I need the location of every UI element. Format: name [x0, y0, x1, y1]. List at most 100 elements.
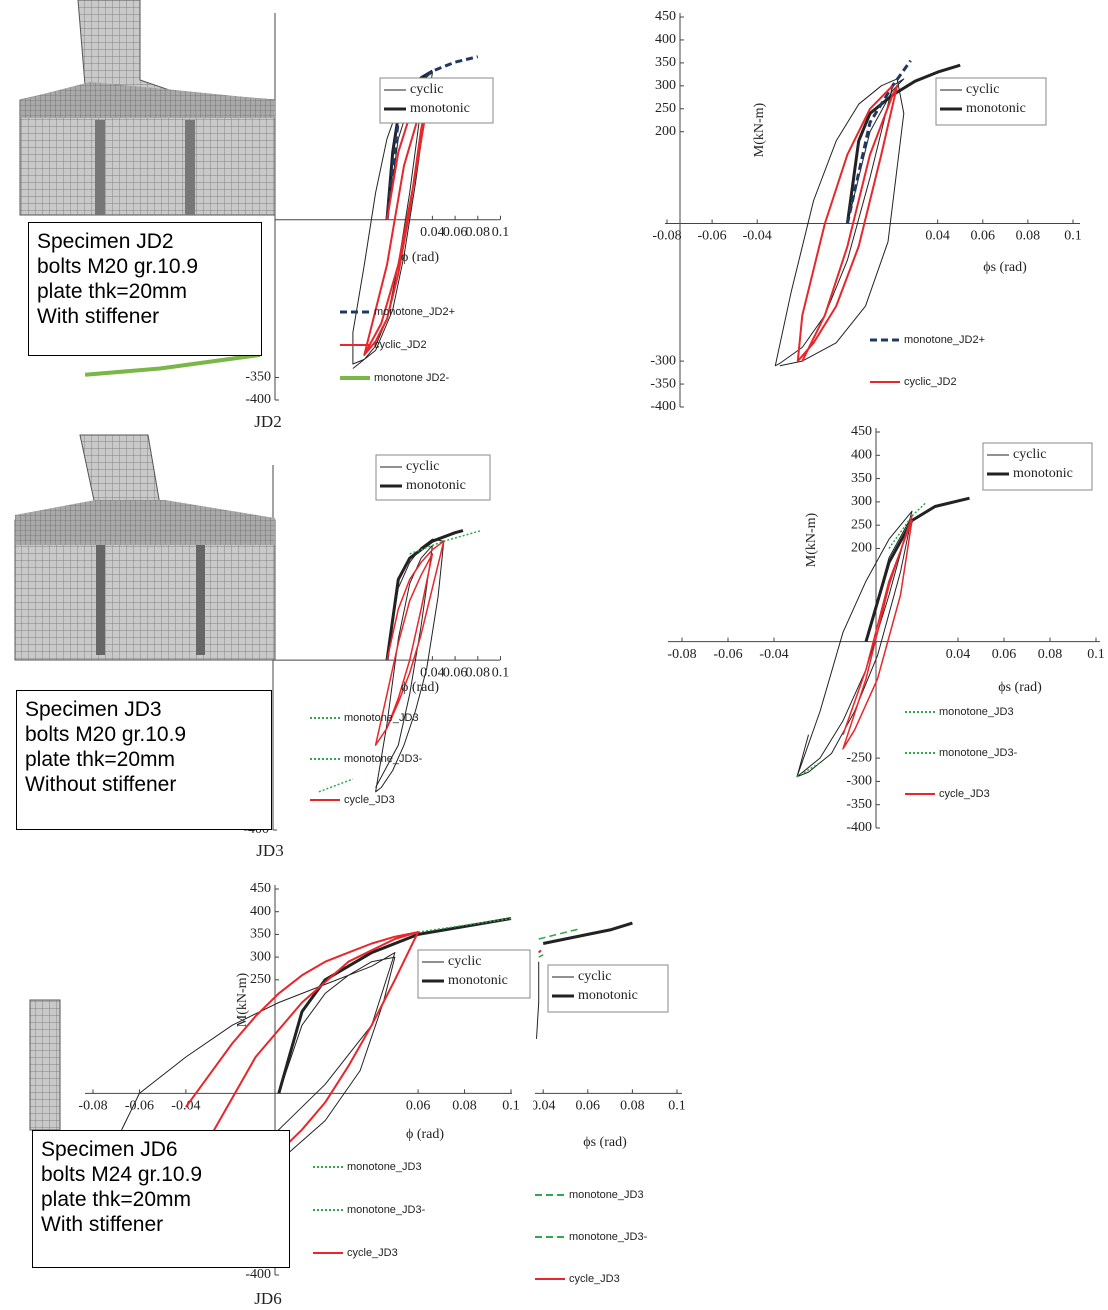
fe-curve	[538, 928, 580, 940]
legend-label: monotone_JD3-	[939, 747, 1018, 759]
y-tick-label: 450	[851, 424, 872, 439]
x-tick-label: 0.1	[1064, 229, 1082, 244]
y-tick-label: -300	[846, 774, 872, 789]
legend-label: monotonic	[406, 478, 466, 493]
note-line: Specimen JD6	[41, 1138, 178, 1161]
fe-curve	[374, 540, 445, 746]
legend-label: cycle_JD3	[939, 788, 990, 800]
mesh-jd2-stiffener	[185, 120, 195, 215]
note-line: Specimen JD3	[25, 698, 162, 721]
x-axis-label: ϕs (rad)	[983, 260, 1027, 275]
legend-label: cyclic	[578, 969, 611, 984]
y-tick-label: 350	[851, 471, 872, 486]
legend-box	[379, 77, 494, 124]
y-tick-label: -400	[245, 392, 271, 407]
specimen-note: Specimen JD2 bolts M20 gr.10.9 plate thk=2…	[28, 222, 262, 356]
fe-curve	[845, 59, 912, 224]
y-tick-label: 350	[655, 55, 676, 70]
y-tick-label: 400	[851, 448, 872, 463]
legend-label: monotone_JD3	[939, 706, 1014, 718]
test-curve	[536, 961, 540, 1039]
note-line: With stiffener	[37, 305, 160, 328]
y-tick-label: 200	[851, 541, 872, 556]
note-line: With stiffener	[41, 1213, 164, 1236]
x-axis-label: ϕs (rad)	[998, 680, 1042, 695]
legend-label: monotone JD2-	[374, 372, 450, 384]
panel: -0.08 -0.06 -0.04 0.04 0.06 0.08 0.1 450 400 350 3…	[667, 424, 1104, 835]
x-tick-label: 0.04	[925, 229, 950, 244]
y-tick-label: -350	[846, 797, 872, 812]
y-tick-label: -250	[846, 750, 872, 765]
x-tick-label: 0.06	[443, 225, 468, 240]
legend-label: cycle_JD3	[569, 1273, 620, 1285]
y-tick-label: 250	[655, 101, 676, 116]
x-tick-label: 0.06	[576, 1099, 601, 1114]
note-line: plate thk=20mm	[41, 1188, 191, 1211]
x-tick-label: 0.1	[492, 665, 510, 680]
x-tick-label: 0.1	[668, 1099, 686, 1114]
y-tick-label: 300	[851, 494, 872, 509]
y-tick-label: -400	[650, 399, 676, 414]
legend-label: monotone_JD3-	[344, 753, 423, 765]
x-tick-label: 0.06	[406, 1099, 431, 1114]
y-tick-label: -300	[650, 353, 676, 368]
y-axis-label: M(kN-m)	[752, 102, 767, 157]
test-curve	[542, 921, 633, 945]
legend-label: monotone_JD3	[344, 712, 419, 724]
fe-curve	[184, 931, 420, 1199]
x-axis-label: ϕs (rad)	[583, 1135, 627, 1150]
y-tick-label: 250	[250, 972, 271, 987]
note-line: Without stiffener	[25, 773, 177, 796]
x-axis-label: ϕ (rad)	[406, 1127, 444, 1142]
legend-label: monotone_JD3	[347, 1161, 422, 1173]
panel: -0.08 -0.06 -0.04 0.04 0.06 0.08 0.1 450 400 350 3…	[650, 9, 1081, 414]
fe-curve	[538, 954, 544, 958]
y-tick-label: -350	[650, 376, 676, 391]
fe-curve	[842, 515, 913, 750]
x-axis-label: ϕ (rad)	[401, 680, 439, 695]
legend-label: cyclic	[410, 82, 443, 97]
x-tick-label: 0.08	[1016, 229, 1041, 244]
x-tick-label: -0.06	[125, 1099, 154, 1114]
mesh-jd6	[29, 999, 61, 1131]
note-line: bolts M24 gr.10.9	[41, 1163, 203, 1186]
legend-label: cyclic_JD2	[904, 376, 957, 388]
x-tick-label: 0.04	[420, 225, 445, 240]
mesh-jd3	[14, 434, 276, 661]
legend-label: monotone_JD3	[569, 1189, 644, 1201]
x-tick-label: -0.06	[713, 647, 742, 662]
panel: -0.08 -0.06 -0.04 0.06 0.08 0.145040035030025…	[78, 881, 531, 1282]
y-tick-label: 200	[655, 124, 676, 139]
x-tick-label: 0.04	[946, 647, 971, 662]
legend-box	[417, 949, 531, 999]
x-tick-label: -0.06	[698, 229, 727, 244]
specimen-note: Specimen JD3 bolts M20 gr.10.9 plate thk=2…	[16, 690, 272, 830]
y-tick-label: 400	[250, 904, 271, 919]
y-tick-label: 350	[250, 927, 271, 942]
x-tick-label: -0.08	[667, 647, 696, 662]
legend-label: cyclic	[406, 459, 439, 474]
y-axis-label: M(kN-m)	[804, 512, 819, 567]
legend-label: monotone_JD3-	[347, 1204, 426, 1216]
y-tick-label: -350	[245, 370, 271, 385]
legend-label: monotone_JD2+	[374, 306, 455, 318]
x-axis-label: ϕ (rad)	[401, 250, 439, 265]
legend-label: cyclic	[966, 82, 999, 97]
legend-label: monotonic	[966, 101, 1026, 116]
test-curve	[774, 78, 905, 367]
x-tick-label: -0.04	[759, 647, 788, 662]
y-tick-label: -400	[846, 820, 872, 835]
x-tick-label: 0.08	[1038, 647, 1063, 662]
note-line: plate thk=20mm	[25, 748, 175, 771]
mesh-jd2-plate	[20, 82, 275, 118]
y-tick-label: 300	[250, 949, 271, 964]
legend-label: cyclic_JD2	[374, 339, 427, 351]
y-tick-label: 450	[250, 881, 271, 896]
x-tick-label: -0.08	[78, 1099, 107, 1114]
y-tick-label: 450	[655, 9, 676, 24]
test-curve	[796, 510, 913, 778]
mesh-jd2-stiffener	[95, 120, 105, 215]
panel-label: JD2	[254, 412, 281, 431]
